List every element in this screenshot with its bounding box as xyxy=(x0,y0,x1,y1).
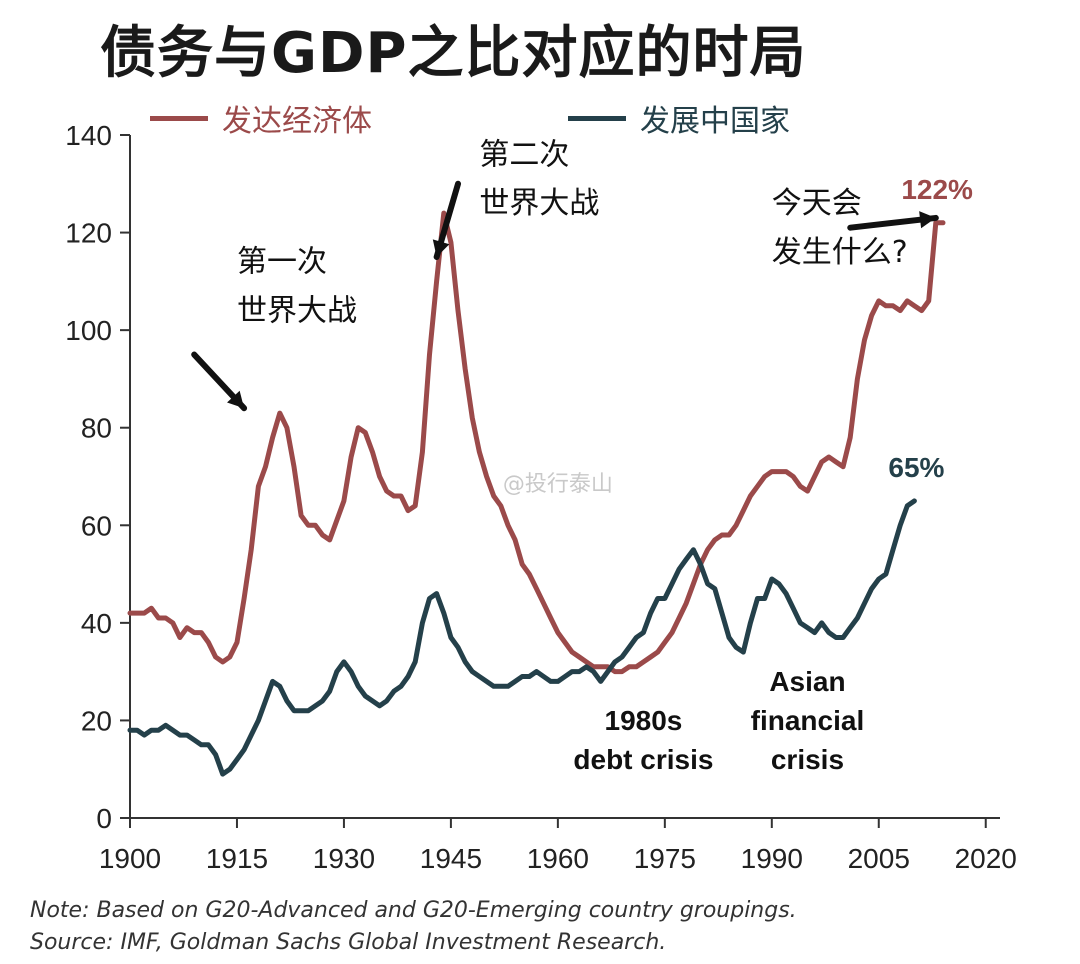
x-tick-label: 1915 xyxy=(206,843,268,874)
x-tick-label: 1945 xyxy=(420,843,482,874)
y-tick-label: 120 xyxy=(65,218,112,249)
y-tick-label: 20 xyxy=(81,705,112,736)
line-chart: @投行泰山 0 20 40 60 80 100 120 140 1900 1915 1930 1945 1… xyxy=(65,120,1017,874)
annotation-asian-line3: crisis xyxy=(771,744,844,775)
annotation-today-line2: 发生什么? xyxy=(772,235,908,270)
x-tick-label: 2020 xyxy=(955,843,1017,874)
legend-developing-swatch xyxy=(568,115,626,121)
annotation-ww2-line1: 第二次 xyxy=(479,137,569,172)
y-tick-label: 40 xyxy=(81,608,112,639)
series-line-developing xyxy=(127,498,917,777)
x-tick-label: 2005 xyxy=(848,843,910,874)
legend-advanced-label: 发达经济体 xyxy=(222,104,372,139)
chart-title: 债务与GDP之比对应的时局 xyxy=(100,21,807,86)
annotation-ww2-line2: 世界大战 xyxy=(479,186,599,221)
ww1-arrow-head xyxy=(227,390,245,409)
ww2-arrow-head xyxy=(432,239,450,257)
annotation-today-line1: 今天会 xyxy=(772,186,862,221)
x-tick-label: 1975 xyxy=(634,843,696,874)
annotation-debt1980-line1: 1980s xyxy=(605,705,683,736)
legend-developing: 发展中国家 xyxy=(568,96,790,140)
annotation-ww1-line2: 世界大战 xyxy=(237,293,357,328)
today-arrow-head xyxy=(919,211,936,229)
annotation-asian-line2: financial xyxy=(751,705,865,736)
legend-advanced: 发达经济体 xyxy=(150,96,372,140)
y-tick-label: 0 xyxy=(96,803,112,834)
y-tick-label: 140 xyxy=(65,120,112,151)
legend-developing-label: 发展中国家 xyxy=(640,104,790,139)
annotation-asian-line1: Asian xyxy=(769,666,845,697)
annotation-ww1-line1: 第一次 xyxy=(237,245,327,280)
legend-advanced-swatch xyxy=(150,115,208,121)
x-tick-label: 1990 xyxy=(741,843,803,874)
chart-note: Note: Based on G20-Advanced and G20-Emer… xyxy=(30,898,797,923)
annotation-debt1980-line2: debt crisis xyxy=(573,744,713,775)
end-label-developing: 65% xyxy=(888,452,944,483)
watermark-text: @投行泰山 xyxy=(503,472,613,497)
y-tick-label: 80 xyxy=(81,413,112,444)
x-tick-label: 1930 xyxy=(313,843,375,874)
chart-source: Source: IMF, Goldman Sachs Global Invest… xyxy=(30,930,667,955)
x-tick-label: 1900 xyxy=(99,843,161,874)
x-tick-label: 1960 xyxy=(527,843,589,874)
y-tick-label: 60 xyxy=(81,510,112,541)
series-line-advanced xyxy=(127,210,946,675)
end-label-advanced: 122% xyxy=(901,174,973,205)
y-tick-label: 100 xyxy=(65,315,112,346)
